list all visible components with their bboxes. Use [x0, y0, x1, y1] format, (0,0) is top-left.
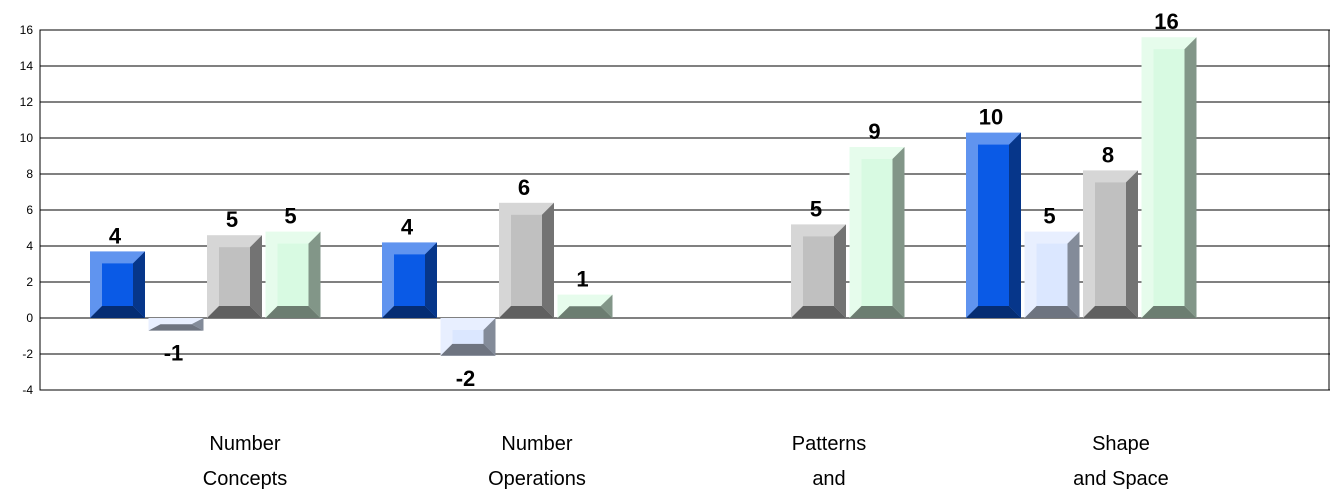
y-tick-label: -2 — [22, 347, 33, 361]
bar — [791, 224, 846, 318]
y-tick-label: 16 — [20, 23, 34, 37]
category-label: Number — [501, 433, 572, 455]
y-tick-label: 8 — [26, 167, 33, 181]
data-label: -1 — [164, 341, 184, 366]
y-tick-label: 12 — [20, 95, 34, 109]
category-label: Number — [209, 433, 280, 455]
data-label: 4 — [401, 214, 414, 239]
data-label: 1 — [576, 267, 588, 292]
data-label: 5 — [284, 204, 296, 229]
data-label: 4 — [109, 223, 122, 248]
y-tick-label: 4 — [26, 239, 33, 253]
category-label: and — [812, 468, 845, 490]
bar — [849, 147, 905, 318]
bar — [1024, 231, 1080, 318]
bar — [499, 202, 554, 318]
bar — [440, 318, 496, 356]
plot-area-border — [39, 29, 1330, 391]
data-label: -2 — [456, 366, 476, 391]
bar — [265, 231, 321, 318]
bar — [148, 318, 204, 331]
category-label: and Space — [1073, 468, 1169, 490]
data-label: 6 — [518, 175, 530, 200]
category-label: Shape — [1092, 433, 1150, 455]
y-tick-label: 10 — [20, 131, 34, 145]
category-label: Patterns — [792, 433, 866, 455]
y-tick-label: 14 — [20, 59, 34, 73]
y-tick-label: -4 — [22, 383, 33, 397]
data-label: 5 — [226, 207, 238, 232]
y-tick-label: 6 — [26, 203, 33, 217]
bar — [90, 251, 145, 318]
bar — [1083, 170, 1138, 318]
data-label: 10 — [979, 105, 1003, 130]
y-tick-label: 2 — [26, 275, 33, 289]
y-axis-tick-labels: 16 14 12 10 8 6 4 2 0 -2 -4 — [20, 23, 34, 397]
data-label: 5 — [1043, 204, 1055, 229]
bar — [966, 132, 1021, 318]
bar — [207, 235, 262, 318]
category-label: Operations — [488, 468, 586, 490]
category-label: Concepts — [203, 468, 288, 490]
data-label: 9 — [868, 119, 880, 144]
category-labels: Number Concepts Number Operations Patterns an… — [203, 433, 1169, 490]
data-label: 8 — [1102, 142, 1114, 167]
bars — [90, 37, 1197, 356]
bar — [1141, 37, 1197, 318]
data-label: 5 — [810, 196, 822, 221]
y-tick-label: 0 — [26, 311, 33, 325]
bar — [557, 294, 613, 318]
bar — [382, 242, 437, 318]
